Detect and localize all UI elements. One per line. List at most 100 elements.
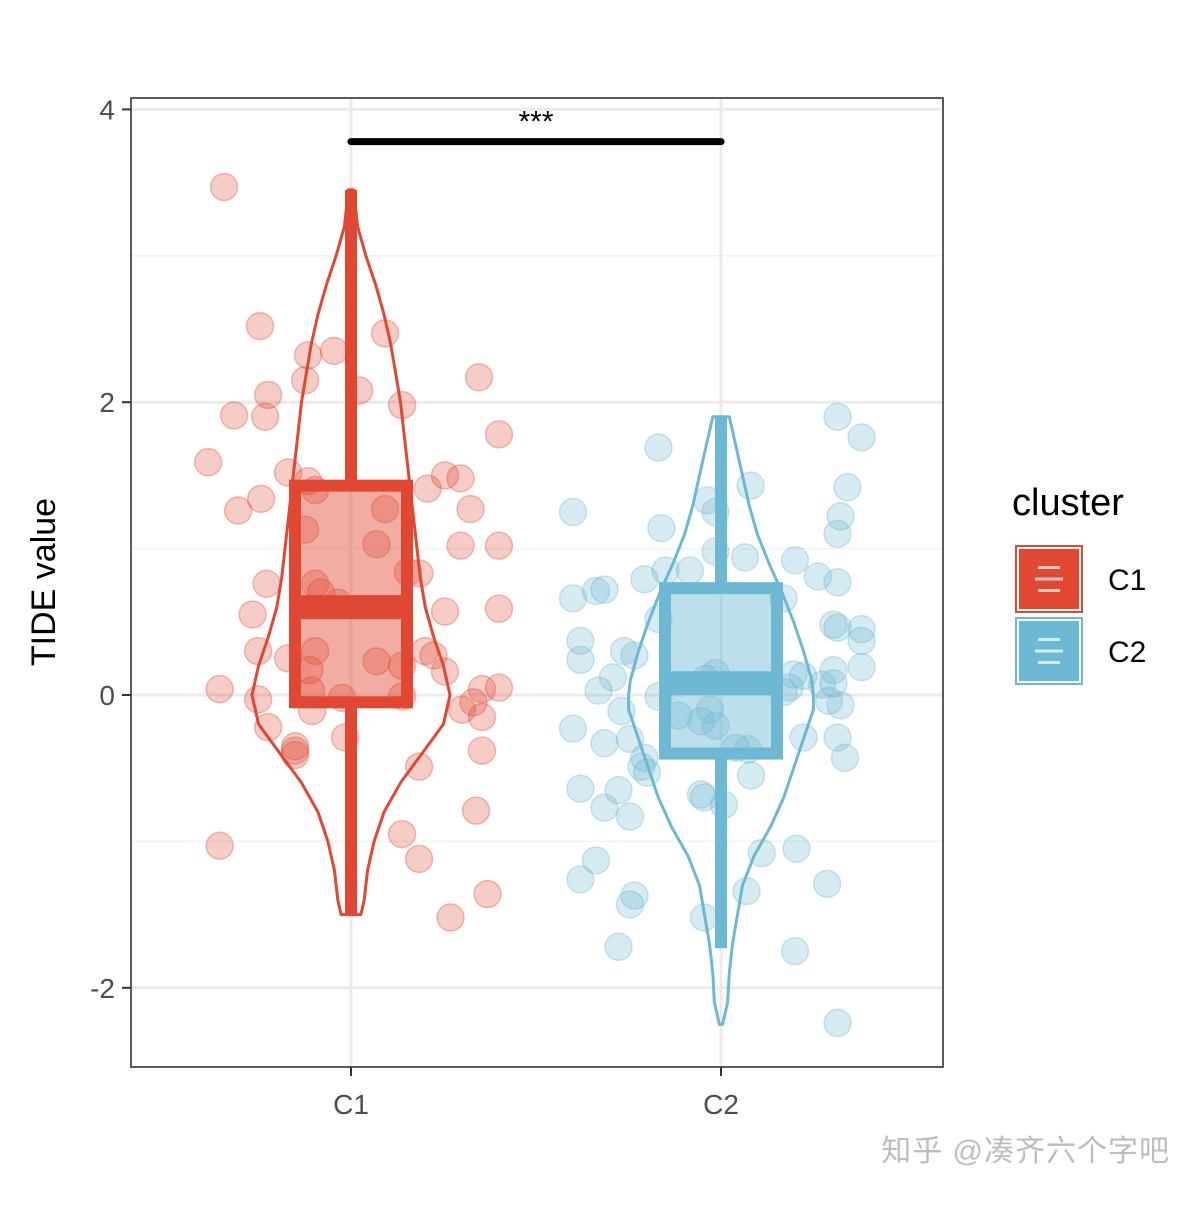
- data-point-c2: [789, 723, 818, 752]
- data-point-c1: [362, 529, 391, 559]
- grid-minor: [131, 255, 943, 843]
- data-point-c2: [620, 641, 649, 670]
- data-point-c2: [558, 497, 588, 527]
- data-point-c1: [246, 484, 276, 514]
- data-point-c1: [446, 531, 475, 560]
- data-point-c2: [615, 890, 645, 919]
- data-point-c2: [689, 903, 719, 932]
- legend-label-c2: C2: [1108, 636, 1146, 669]
- data-point-c2: [686, 707, 716, 736]
- data-point-c1: [430, 597, 460, 626]
- data-point-c2: [847, 614, 876, 644]
- data-point-c2: [847, 652, 876, 682]
- data-point-c1: [484, 673, 514, 702]
- data-point-c2: [609, 636, 639, 666]
- data-point-c2: [819, 610, 848, 639]
- box-c1: [289, 479, 413, 709]
- data-point-c1: [193, 447, 223, 477]
- data-point-c2: [615, 802, 645, 831]
- y-axis: -2 0 2 4: [90, 94, 131, 1004]
- data-point-c2: [566, 645, 595, 675]
- data-point-c1: [467, 736, 497, 765]
- data-point-c2: [847, 626, 876, 656]
- data-point-c2: [747, 838, 776, 868]
- data-point-c1: [387, 390, 417, 420]
- data-point-c1: [456, 494, 485, 524]
- significance-bracket: ***: [347, 106, 725, 146]
- data-point-c1: [459, 688, 488, 717]
- data-point-c2: [590, 793, 619, 822]
- data-point-c1: [205, 674, 234, 704]
- data-point-c2: [823, 723, 852, 752]
- data-point-c1: [219, 401, 249, 430]
- data-point-c2: [644, 433, 673, 462]
- data-point-c1: [370, 494, 400, 524]
- data-point-c1: [430, 657, 460, 686]
- data-point-c2: [630, 743, 659, 773]
- jitter-point-layer: [193, 172, 876, 1038]
- data-point-c1: [280, 731, 310, 761]
- data-point-c2: [686, 780, 716, 809]
- data-point-c1: [484, 531, 514, 560]
- data-point-c2: [823, 613, 852, 642]
- data-point-c1: [205, 831, 234, 861]
- data-point-c1: [404, 844, 434, 874]
- legend-title: cluster: [1012, 482, 1124, 524]
- data-point-c2: [788, 661, 818, 691]
- data-point-c2: [675, 556, 705, 585]
- y-axis-title: TIDE value: [25, 498, 63, 666]
- data-point-c1: [461, 796, 491, 825]
- violin-layer: [250, 188, 815, 1026]
- data-point-c1: [290, 365, 320, 395]
- data-point-c1: [464, 363, 494, 392]
- watermark: 知乎 @凑齐六个字吧: [881, 1135, 1170, 1168]
- data-point-c2: [604, 775, 633, 805]
- data-point-c1: [243, 685, 273, 714]
- boxplot-layer: [289, 189, 783, 949]
- data-point-c2: [598, 663, 628, 692]
- data-point-c2: [590, 729, 619, 758]
- data-point-c2: [615, 724, 645, 754]
- data-point-c2: [701, 711, 730, 740]
- data-point-c2: [590, 575, 619, 604]
- y-tick-label: 4: [99, 94, 115, 125]
- data-point-c2: [814, 686, 844, 716]
- data-point-c2: [826, 690, 855, 720]
- x-axis: C1 C2: [333, 1067, 739, 1120]
- data-point-c1: [245, 311, 275, 341]
- data-point-c2: [780, 546, 810, 575]
- legend-key-inner: [1017, 547, 1081, 611]
- data-point-c1: [280, 740, 310, 770]
- data-point-c2: [620, 881, 649, 910]
- data-point-c2: [823, 402, 852, 432]
- data-point-c2: [581, 576, 611, 606]
- data-point-c2: [607, 696, 636, 726]
- data-point-c1: [473, 879, 502, 909]
- x-tick-label: C1: [333, 1089, 369, 1120]
- data-point-c2: [782, 834, 811, 863]
- data-point-c2: [812, 869, 842, 899]
- violin-c2: [627, 415, 815, 1026]
- violin-c1: [250, 188, 452, 917]
- data-point-c1: [280, 736, 310, 765]
- data-point-c2: [695, 695, 725, 724]
- data-point-c2: [647, 513, 676, 543]
- data-point-c2: [566, 626, 595, 656]
- plot-background: [131, 98, 943, 1067]
- data-point-c1: [223, 496, 253, 525]
- data-point-c1: [447, 695, 477, 724]
- data-point-c1: [404, 752, 434, 781]
- data-point-c2: [736, 471, 765, 500]
- panel-border: [130, 97, 944, 1068]
- legend: cluster C1 C2: [1012, 482, 1146, 685]
- data-point-c1: [419, 641, 448, 670]
- data-point-c2: [803, 562, 833, 591]
- data-point-c1: [467, 674, 497, 704]
- data-point-c2: [730, 543, 760, 572]
- data-point-c1: [319, 336, 349, 366]
- data-point-c1: [300, 636, 330, 666]
- data-point-c2: [819, 655, 848, 685]
- y-tick-label: 0: [99, 680, 115, 711]
- data-point-c1: [250, 402, 280, 432]
